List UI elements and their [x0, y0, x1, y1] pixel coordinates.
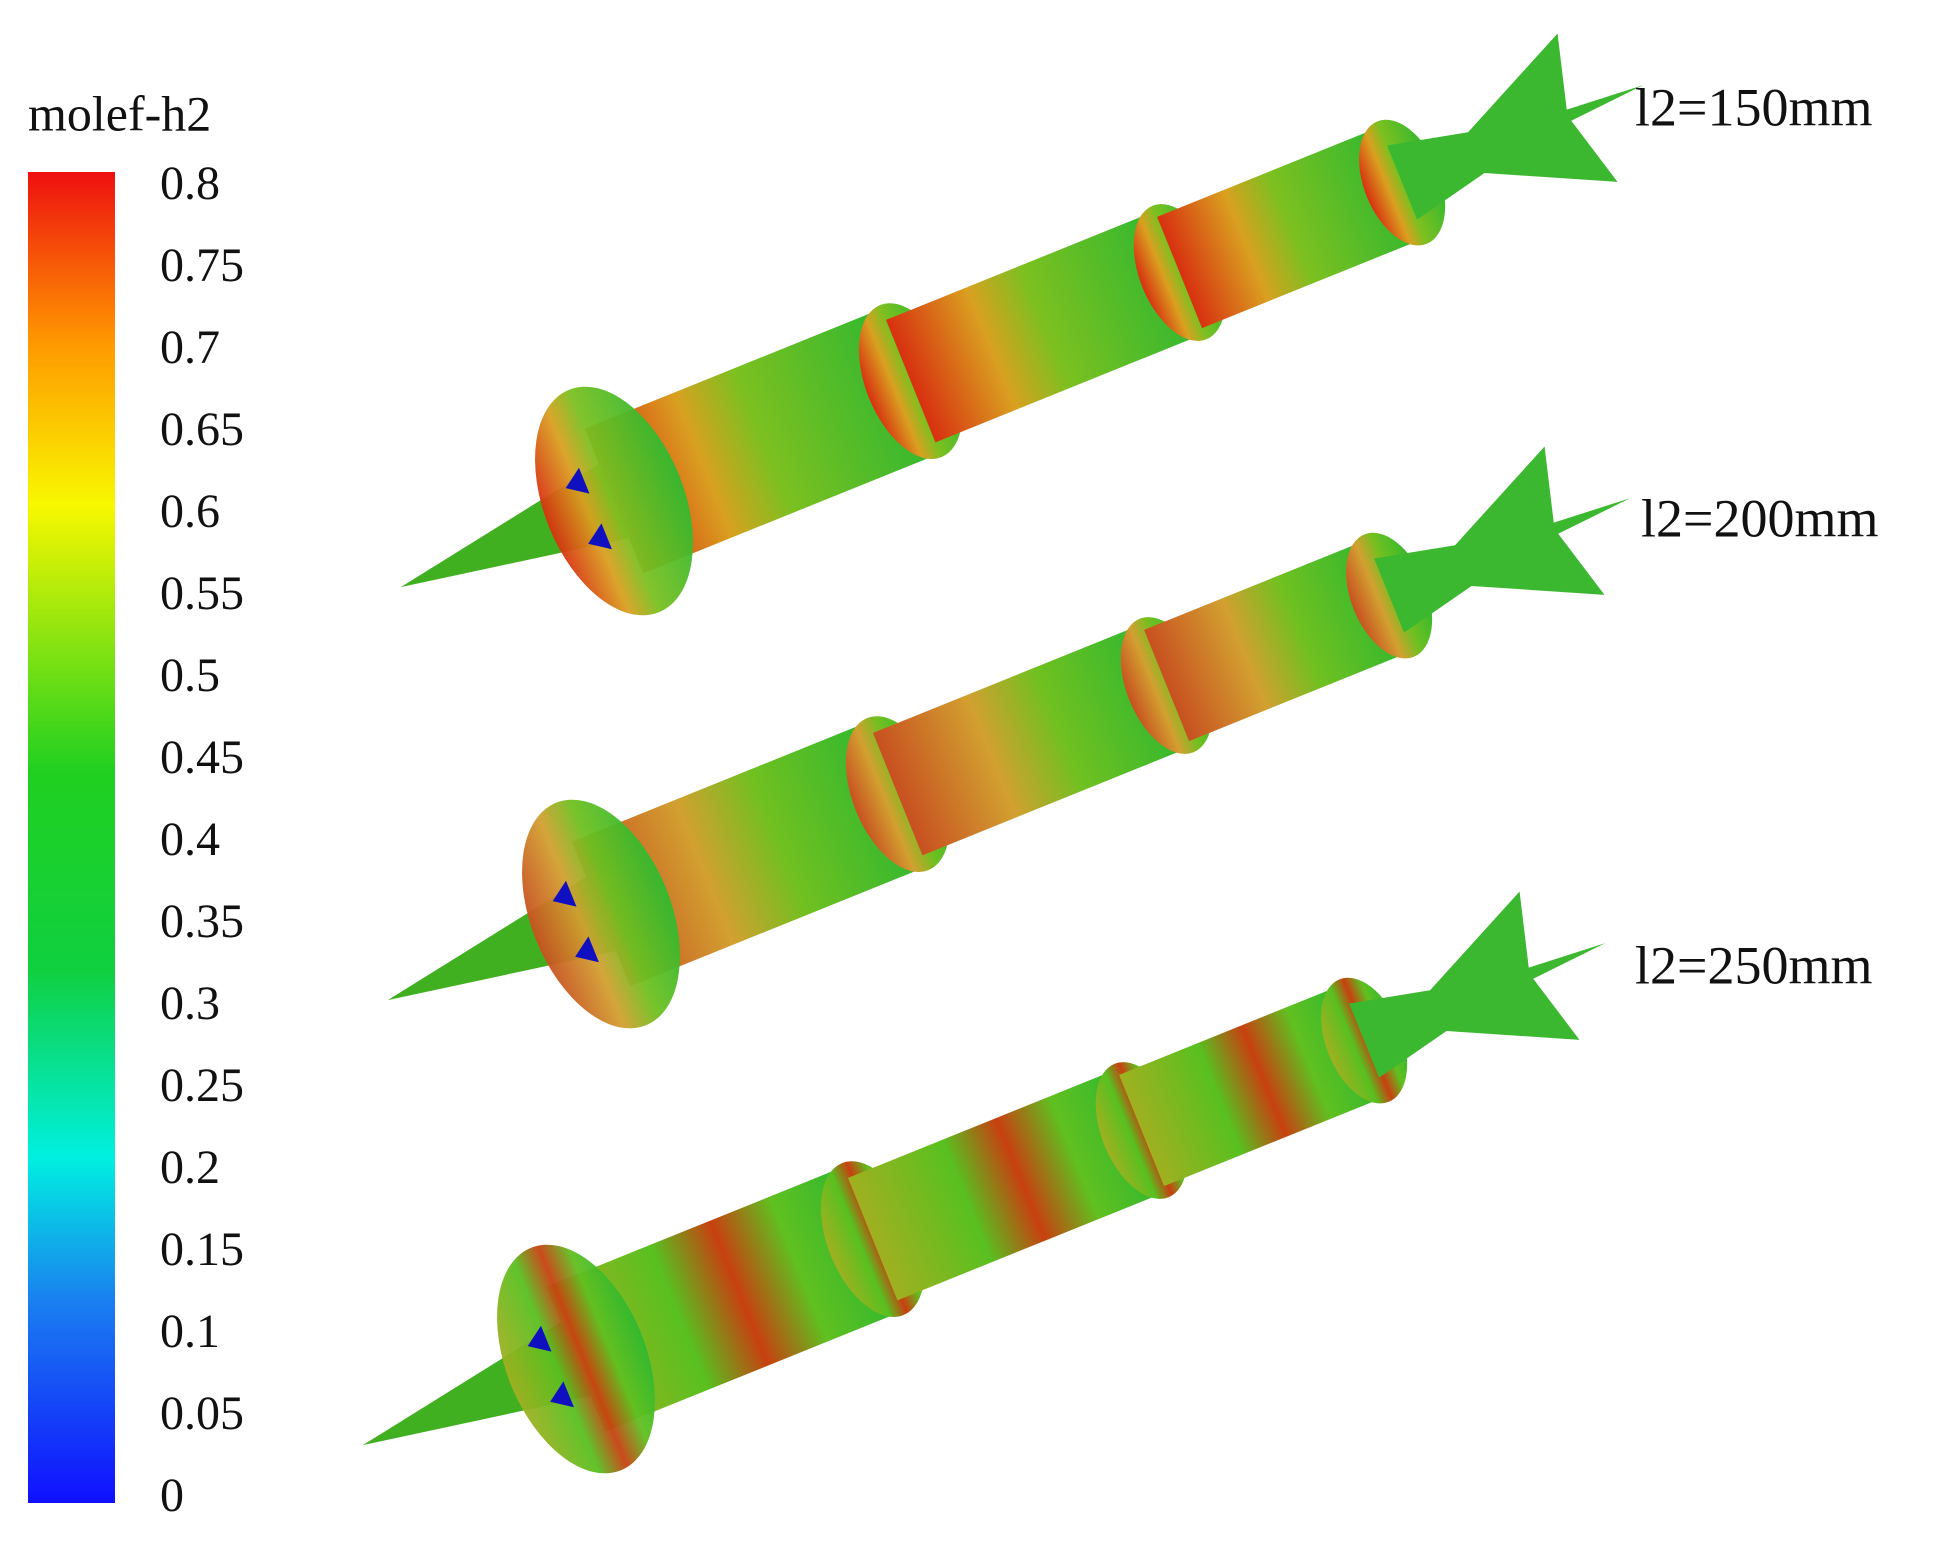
case-label: l2=250mm [1635, 935, 1872, 995]
colorbar-tick-label: 0.35 [160, 895, 244, 948]
colorbar-tick-label: 0.65 [160, 403, 244, 456]
colorbar-tick-label: 0.7 [160, 321, 220, 374]
colorbar-title: molef-h2 [28, 85, 211, 141]
colorbar-tick-label: 0.15 [160, 1223, 244, 1276]
colorbar-tick-label: 0.1 [160, 1305, 220, 1358]
colorbar-tick-label: 0.05 [160, 1387, 244, 1440]
colorbar-tick-label: 0.8 [160, 157, 220, 210]
colorbar-tick-label: 0.75 [160, 239, 244, 292]
colorbar-tick-label: 0.2 [160, 1141, 220, 1194]
colorbar-tick-label: 0.4 [160, 813, 220, 866]
case-label: l2=200mm [1641, 488, 1878, 548]
colorbar-tick-label: 0.5 [160, 649, 220, 702]
colorbar-tick-label: 0.45 [160, 731, 244, 784]
colorbar-tick-label: 0.6 [160, 485, 220, 538]
case-label: l2=150mm [1635, 77, 1872, 137]
colorbar-ticks: 0.8 0.75 0.7 0.65 0.6 0.55 0.5 0.45 0.4 0.35 0.3 0.… [160, 157, 244, 1522]
colorbar-tick-label: 0.25 [160, 1059, 244, 1112]
combustor-150 [355, 0, 1689, 699]
colorbar-tick-label: 0.55 [160, 567, 244, 620]
colorbar [28, 172, 115, 1503]
colorbar-tick-label: 0 [160, 1469, 184, 1522]
colorbar-tick-label: 0.3 [160, 977, 220, 1030]
